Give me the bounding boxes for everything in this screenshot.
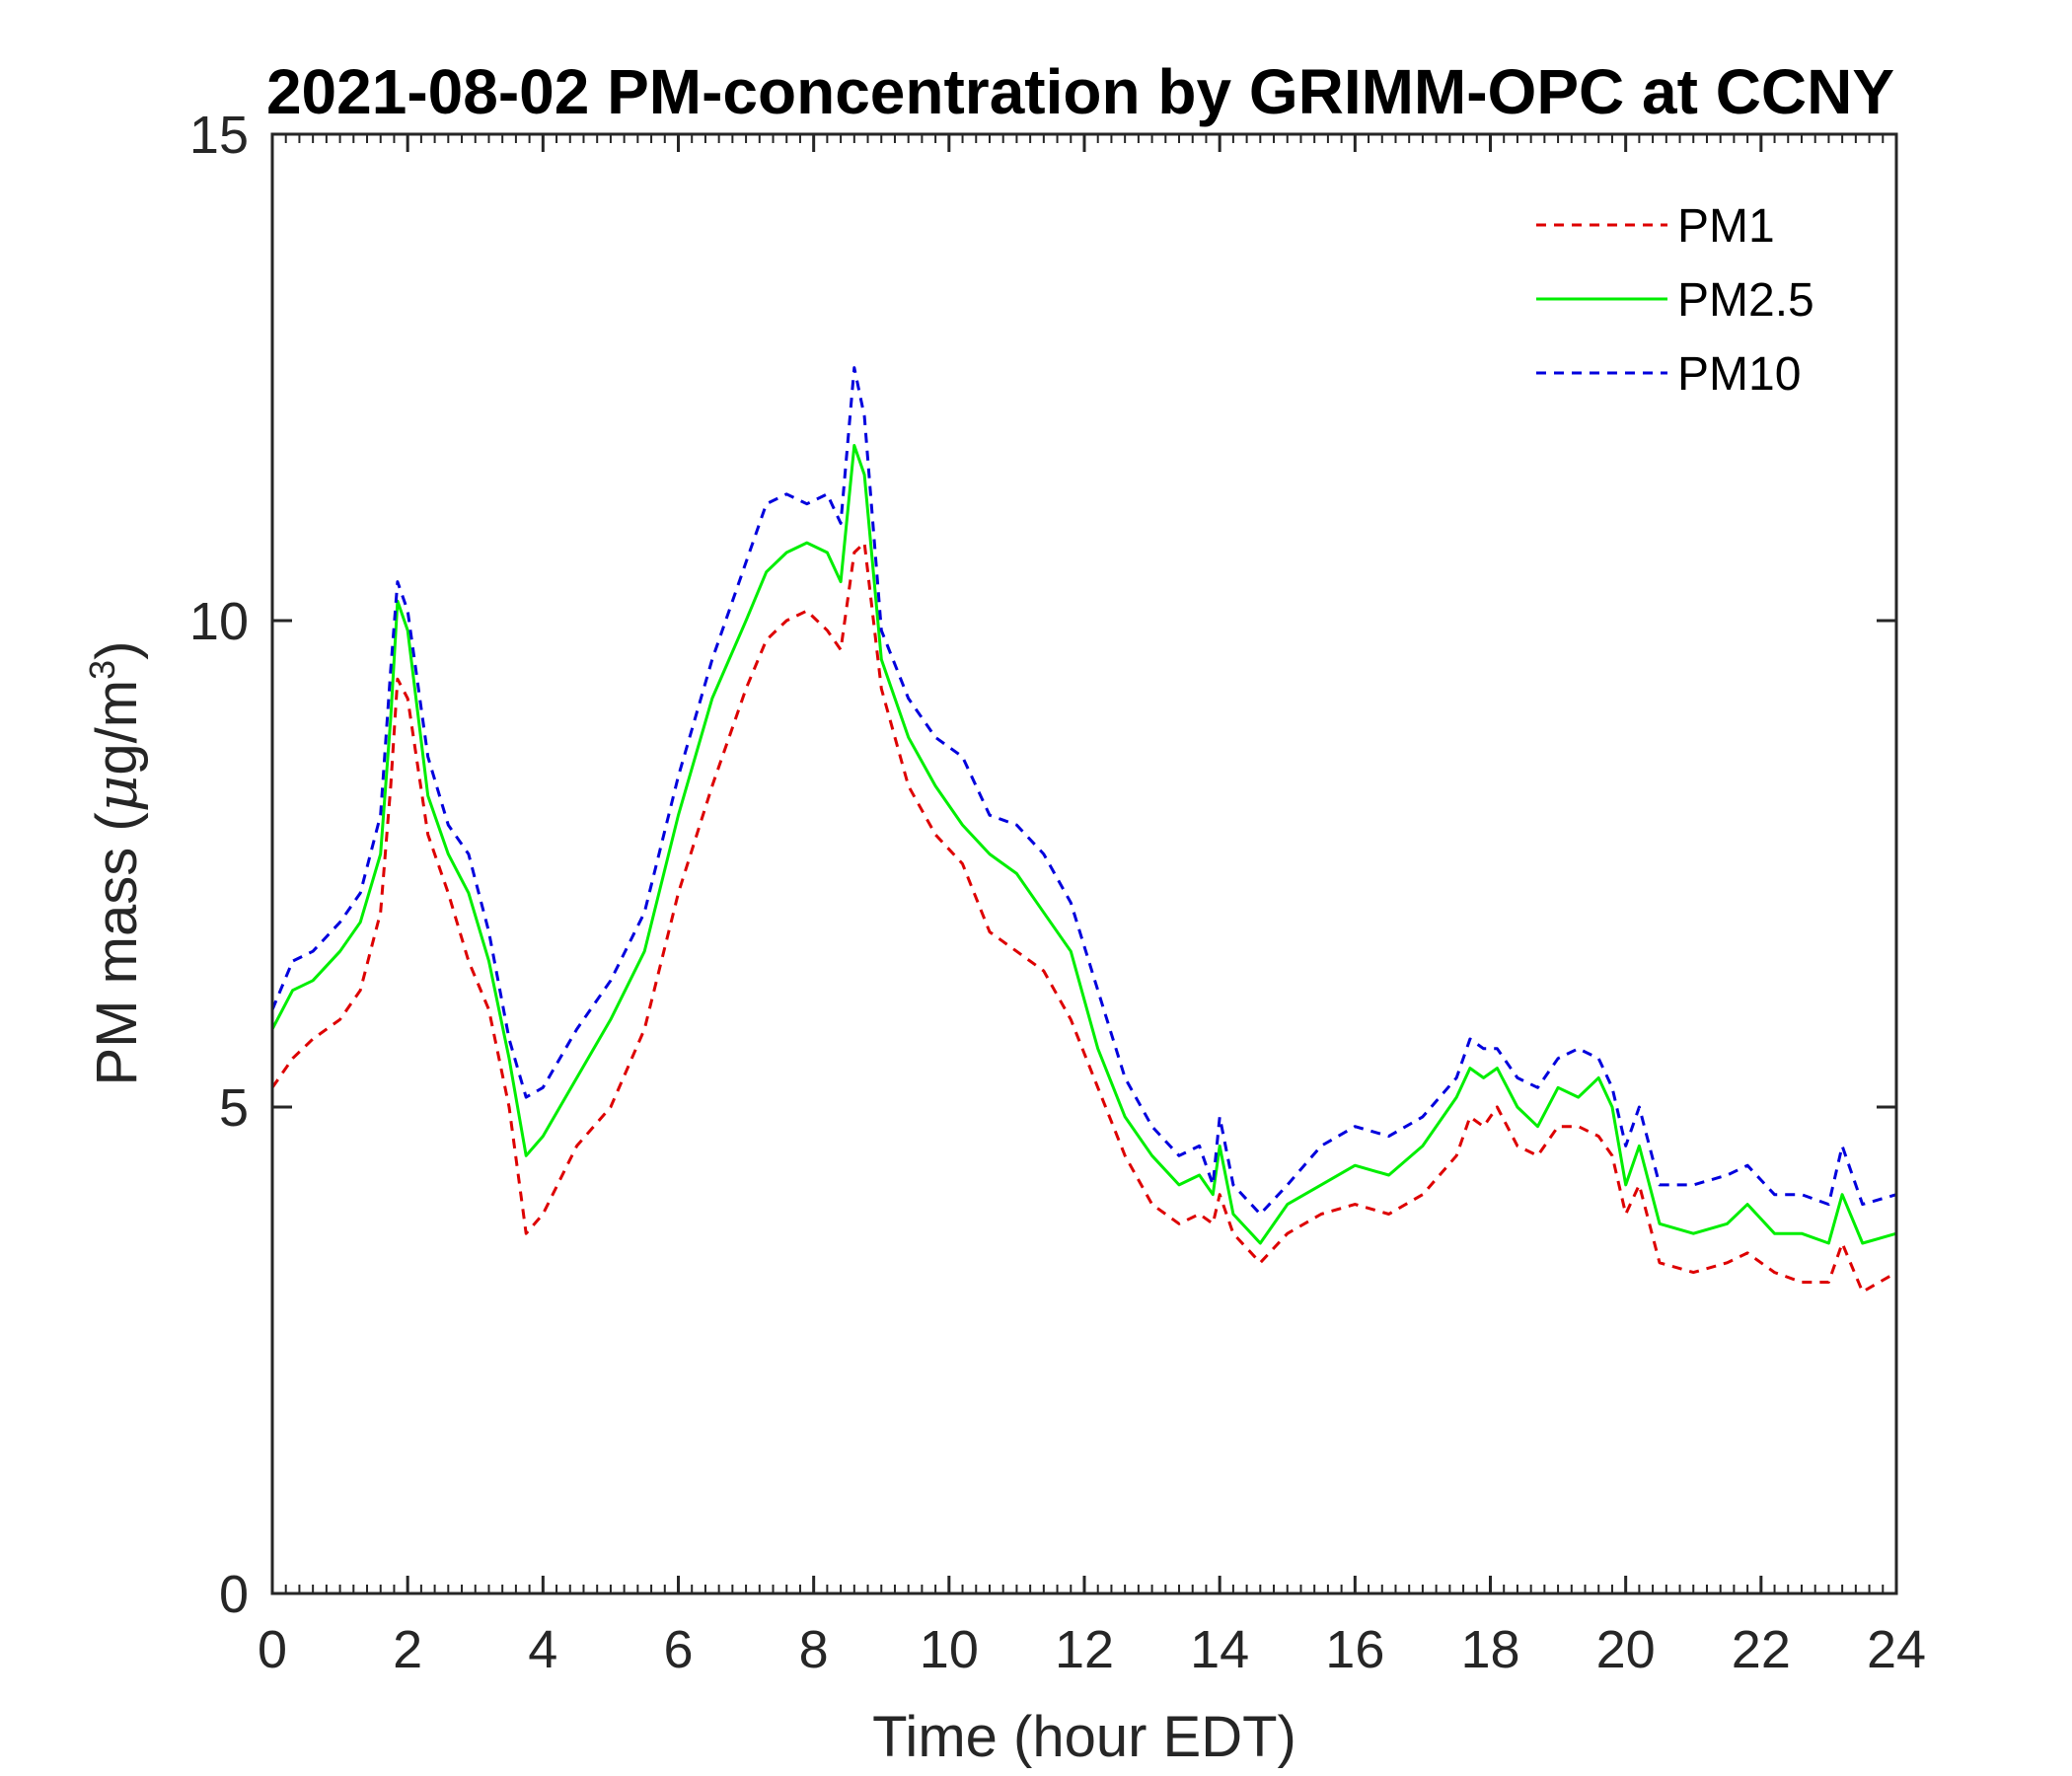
series-line-pm1 — [270, 541, 1897, 1294]
x-tick-label: 10 — [920, 1620, 979, 1679]
x-tick-label: 6 — [663, 1620, 693, 1679]
chart-title: 2021-08-02 PM-concentration by GRIMM-OPC… — [266, 56, 1894, 127]
major-ticks — [270, 132, 1898, 1595]
y-tick-label: 5 — [219, 1078, 249, 1138]
x-tick-label: 8 — [799, 1620, 829, 1679]
y-axis-label: PM mass (μg/m3) — [82, 641, 150, 1086]
y-tick-labels: 0 5 10 15 — [189, 106, 249, 1624]
x-tick-label: 14 — [1190, 1620, 1249, 1679]
x-tick-labels: 0 2 4 6 8 10 12 14 16 18 20 22 24 — [258, 1620, 1926, 1679]
x-tick-label: 20 — [1596, 1620, 1656, 1679]
legend-label: PM2.5 — [1677, 274, 1814, 327]
x-tick-label: 0 — [258, 1620, 287, 1679]
legend: PM1 PM2.5 PM10 — [1536, 200, 1814, 401]
minor-ticks — [271, 134, 1897, 1593]
y-axis-label-close: ) — [85, 641, 149, 660]
x-tick-label: 24 — [1867, 1620, 1926, 1679]
x-tick-label: 12 — [1055, 1620, 1114, 1679]
y-axis-label-unit: g/m — [85, 680, 149, 776]
x-tick-label: 2 — [393, 1620, 422, 1679]
y-tick-label: 10 — [189, 592, 249, 651]
x-axis-label: Time (hour EDT) — [872, 1705, 1296, 1769]
series-line-pm25 — [270, 444, 1897, 1245]
y-axis-label-mu: μ — [83, 776, 150, 813]
plot-frame — [270, 132, 1898, 1595]
x-tick-label: 16 — [1325, 1620, 1384, 1679]
x-tick-label: 18 — [1460, 1620, 1519, 1679]
x-tick-label: 22 — [1732, 1620, 1791, 1679]
series-line-pm10 — [270, 366, 1897, 1216]
y-tick-label: 15 — [189, 106, 249, 165]
legend-label: PM1 — [1677, 200, 1775, 253]
y-tick-label: 0 — [219, 1565, 249, 1624]
y-axis-label-main: PM mass ( — [85, 812, 149, 1085]
series-layer — [270, 366, 1897, 1294]
y-axis-label-superscript: 3 — [82, 660, 122, 680]
legend-label: PM10 — [1677, 348, 1801, 401]
x-tick-label: 4 — [528, 1620, 557, 1679]
